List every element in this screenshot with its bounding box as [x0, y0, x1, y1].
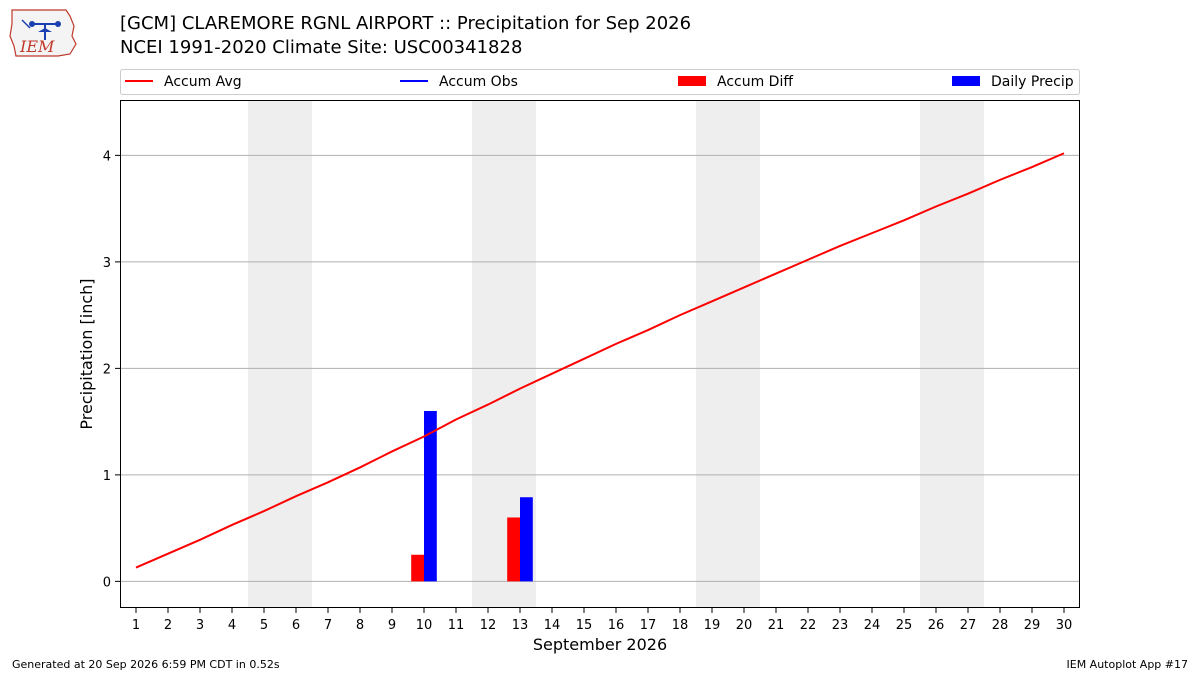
- logo-text: IEM: [19, 37, 55, 56]
- x-tick-label: 21: [768, 618, 785, 633]
- bars: [411, 410, 533, 582]
- legend: Accum Avg Accum Obs Accum Diff Daily Precip: [120, 69, 1080, 95]
- x-tick-label: 28: [992, 618, 1009, 633]
- x-tick-label: 10: [416, 618, 433, 633]
- x-tick-label: 23: [832, 618, 849, 633]
- x-tick-label: 12: [480, 618, 497, 633]
- x-tick-label: 8: [356, 618, 364, 633]
- chart-subtitle: NCEI 1991-2020 Climate Site: USC00341828: [120, 37, 523, 58]
- x-tick-label: 9: [388, 618, 396, 633]
- legend-label: Accum Obs: [439, 74, 518, 90]
- accum-diff-bar: [507, 517, 520, 582]
- x-axis: 1 2 3 4 5 6 7 8 9 10 11 12 13 14 15 16 17 18 19 20 21 22 23 24 2…: [132, 608, 1072, 633]
- daily-precip-bar: [424, 410, 437, 582]
- x-tick-label: 19: [704, 618, 721, 633]
- legend-bar-swatch: [952, 76, 980, 86]
- app-credit: IEM Autoplot App #17: [1066, 658, 1189, 671]
- y-tick-label: 4: [103, 149, 111, 164]
- y-axis-label: Precipitation [inch]: [77, 278, 96, 429]
- y-tick-label: 0: [103, 575, 111, 590]
- legend-label: Accum Avg: [164, 74, 242, 90]
- legend-label: Daily Precip: [991, 74, 1074, 90]
- x-tick-label: 29: [1024, 618, 1041, 633]
- x-tick-label: 2: [164, 618, 172, 633]
- y-tick-label: 1: [103, 469, 111, 484]
- legend-bar-swatch: [678, 76, 706, 86]
- x-tick-label: 26: [928, 618, 945, 633]
- legend-frame: [120, 69, 1080, 95]
- daily-precip-bar: [520, 497, 533, 582]
- chart-title: [GCM] CLAREMORE RGNL AIRPORT :: Precipit…: [120, 13, 692, 34]
- x-tick-label: 16: [608, 618, 625, 633]
- weekend-shading: [248, 100, 984, 608]
- x-tick-label: 7: [324, 618, 332, 633]
- weather-station-icon: [21, 19, 61, 40]
- x-tick-label: 18: [672, 618, 689, 633]
- legend-label: Accum Diff: [717, 74, 793, 90]
- y-axis: 0 1 2 3 4: [103, 149, 120, 590]
- x-tick-label: 5: [260, 618, 268, 633]
- y-tick-label: 3: [103, 256, 111, 271]
- x-tick-label: 25: [896, 618, 913, 633]
- x-tick-label: 22: [800, 618, 817, 633]
- lines: [135, 152, 1065, 569]
- plot-frame: [120, 100, 1080, 608]
- x-tick-label: 27: [960, 618, 977, 633]
- x-tick-label: 13: [512, 618, 529, 633]
- weekend-band: [920, 100, 984, 608]
- x-tick-label: 1: [132, 618, 140, 633]
- x-tick-label: 15: [576, 618, 593, 633]
- x-tick-label: 3: [196, 618, 204, 633]
- grid-lines: [120, 154, 1080, 582]
- x-tick-label: 6: [292, 618, 300, 633]
- x-axis-label: September 2026: [533, 635, 667, 654]
- generated-timestamp: Generated at 20 Sep 2026 6:59 PM CDT in …: [12, 658, 280, 671]
- x-tick-label: 4: [228, 618, 236, 633]
- x-tick-label: 20: [736, 618, 753, 633]
- weekend-band: [248, 100, 312, 608]
- accum-diff-bar: [411, 554, 424, 582]
- y-tick-label: 2: [103, 362, 111, 377]
- weekend-band: [696, 100, 760, 608]
- iem-logo: IEM: [9, 9, 77, 57]
- x-tick-label: 17: [640, 618, 657, 633]
- x-tick-label: 11: [448, 618, 465, 633]
- x-tick-label: 14: [544, 618, 561, 633]
- x-tick-label: 24: [864, 618, 881, 633]
- x-tick-label: 30: [1056, 618, 1073, 633]
- accum-avg-line: [135, 152, 1065, 569]
